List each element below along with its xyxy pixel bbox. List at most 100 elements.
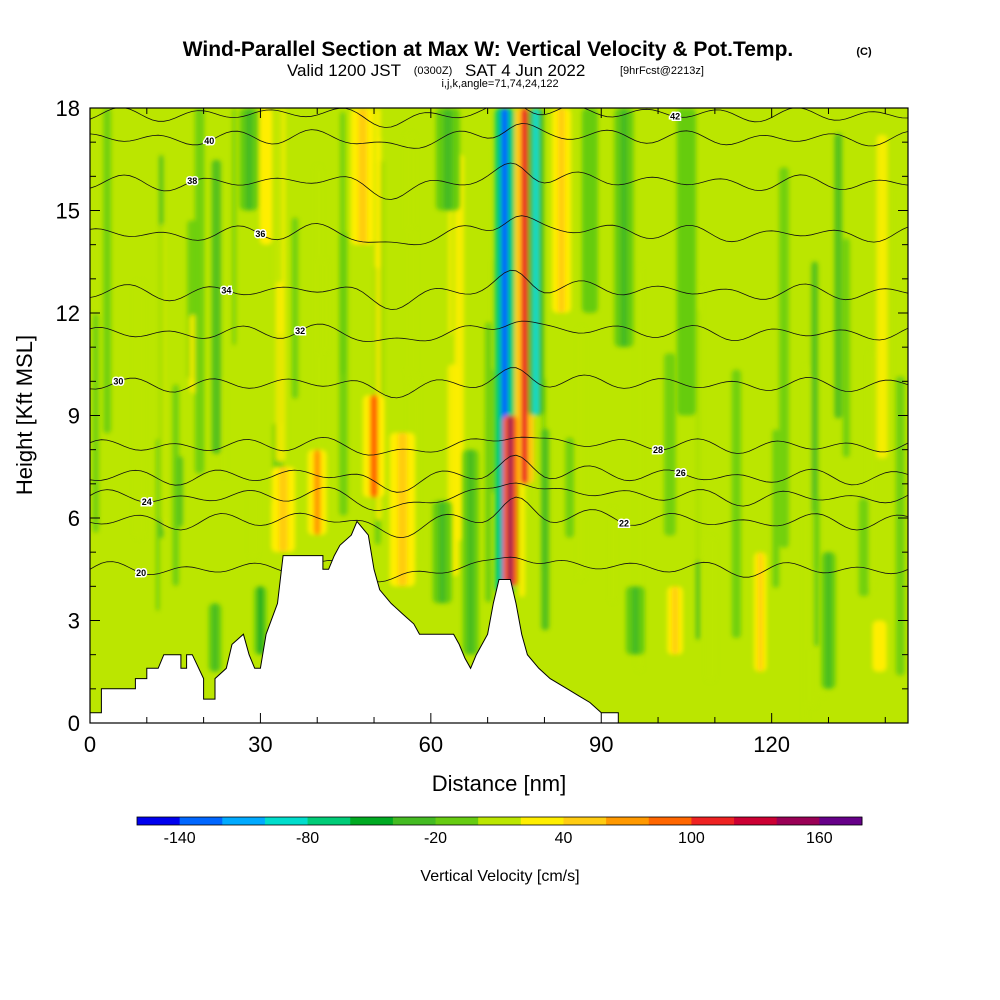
velocity-streak: [772, 429, 780, 588]
plot-area: 20 22 24 26 28 30 32 34 36 38 40 42: [90, 108, 908, 723]
theta-contour-line: [90, 123, 908, 149]
theta-contour-label: 36: [255, 229, 265, 239]
colorbar-swatch: [691, 817, 735, 825]
chart-subtitle-indices: i,j,k,angle=71,74,24,122: [441, 78, 558, 90]
velocity-streak: [706, 536, 716, 682]
velocity-feature: [443, 108, 453, 211]
y-tick-label: 18: [56, 96, 80, 121]
velocity-feature: [521, 108, 528, 484]
theta-contour-label: 26: [676, 468, 686, 478]
velocity-feature: [825, 552, 832, 689]
colorbar-swatch: [137, 817, 181, 825]
velocity-feature: [507, 415, 513, 587]
velocity-streak: [156, 438, 160, 612]
theta-contour-label: 34: [221, 285, 231, 295]
theta-contour-label: 28: [653, 445, 663, 455]
colorbar-title: Vertical Velocity [cm/s]: [420, 868, 579, 885]
colorbar-swatch: [264, 817, 309, 825]
x-tick-label: 120: [753, 732, 790, 757]
velocity-feature: [313, 449, 321, 536]
colorbar-swatch: [350, 817, 394, 825]
colorbar-swatch: [819, 817, 863, 825]
x-tick-label: 0: [84, 732, 96, 757]
velocity-streak: [895, 375, 905, 676]
colorbar-swatch: [563, 817, 607, 825]
y-tick-label: 15: [56, 199, 80, 224]
theta-contour-label: 42: [670, 112, 680, 122]
velocity-feature: [683, 108, 690, 416]
chart-title-mark: (C): [856, 46, 872, 58]
theta-contour-label: 24: [142, 497, 152, 507]
chart-title: Wind-Parallel Section at Max W: Vertical…: [183, 38, 794, 61]
y-tick-label: 9: [68, 404, 80, 429]
velocity-streak: [273, 108, 283, 283]
colorbar-swatch: [392, 817, 437, 825]
velocity-feature: [397, 432, 407, 587]
theta-contour-line: [90, 436, 908, 456]
velocity-feature: [877, 620, 883, 672]
velocity-streak: [339, 231, 348, 516]
y-tick-label: 12: [56, 301, 80, 326]
y-tick-label: 0: [68, 711, 80, 736]
velocity-streak: [731, 369, 742, 639]
velocity-feature: [587, 108, 593, 313]
x-tick-label: 30: [248, 732, 272, 757]
y-axis-ticks: 0 36 9 12 15 18: [56, 96, 908, 736]
colorbar-swatch: [307, 817, 351, 825]
colorbar-swatch: [734, 817, 778, 825]
velocity-streak: [868, 350, 875, 589]
colorbar-swatch: [435, 817, 479, 825]
velocity-feature: [467, 449, 474, 655]
velocity-feature: [558, 108, 565, 313]
colorbar-tick-label: -20: [424, 830, 447, 847]
velocity-streak: [194, 108, 205, 474]
velocity-streak: [636, 265, 643, 671]
colorbar-swatch: [222, 817, 266, 825]
theta-contour-label: 20: [136, 568, 146, 578]
velocity-feature: [245, 108, 253, 211]
velocity-streak: [565, 437, 575, 538]
velocity-streak: [374, 108, 381, 269]
colorbar-tick-label: -140: [164, 830, 196, 847]
velocity-streak: [134, 280, 145, 539]
colorbar: -140 -80 -20 40 100 160: [136, 816, 863, 847]
theta-contour-line: [90, 367, 908, 399]
terrain: [90, 520, 908, 723]
velocity-streak: [405, 133, 416, 374]
theta-contour-label: 22: [619, 518, 629, 528]
colorbar-swatch: [648, 817, 692, 825]
velocity-streak: [610, 507, 616, 603]
velocity-streak: [834, 133, 843, 419]
velocity-streak: [249, 482, 258, 558]
velocity-feature: [278, 466, 288, 553]
velocity-streak: [779, 167, 789, 548]
velocity-streak: [876, 134, 888, 459]
velocity-streak: [813, 495, 820, 647]
velocity-feature: [672, 586, 678, 655]
theta-contour-line: [90, 269, 908, 310]
velocity-streak: [211, 159, 221, 454]
theta-contour-line: [90, 215, 908, 246]
theta-contour-line: [90, 496, 908, 539]
y-axis-title: Height [Kft MSL]: [12, 335, 37, 495]
velocity-streak: [315, 165, 322, 485]
velocity-feature: [370, 395, 379, 498]
velocity-streak: [842, 238, 850, 458]
y-tick-label: 3: [68, 609, 80, 634]
colorbar-swatch: [606, 817, 650, 825]
theta-contour-label: 32: [295, 326, 305, 336]
velocity-streak: [159, 224, 166, 522]
theta-contours: [90, 108, 908, 583]
velocity-feature: [533, 108, 539, 416]
velocity-streak: [664, 353, 676, 536]
velocity-streak: [694, 284, 702, 561]
velocity-streak: [103, 108, 112, 434]
chart-subtitle-utc: (0300Z): [414, 65, 453, 77]
velocity-streak: [454, 154, 465, 541]
velocity-streak: [811, 261, 819, 570]
velocity-streak: [858, 498, 869, 597]
chart-subtitle-date: SAT 4 Jun 2022: [465, 61, 585, 80]
velocity-feature: [212, 603, 218, 672]
velocity-feature: [263, 108, 269, 245]
velocity-feature: [758, 552, 763, 672]
